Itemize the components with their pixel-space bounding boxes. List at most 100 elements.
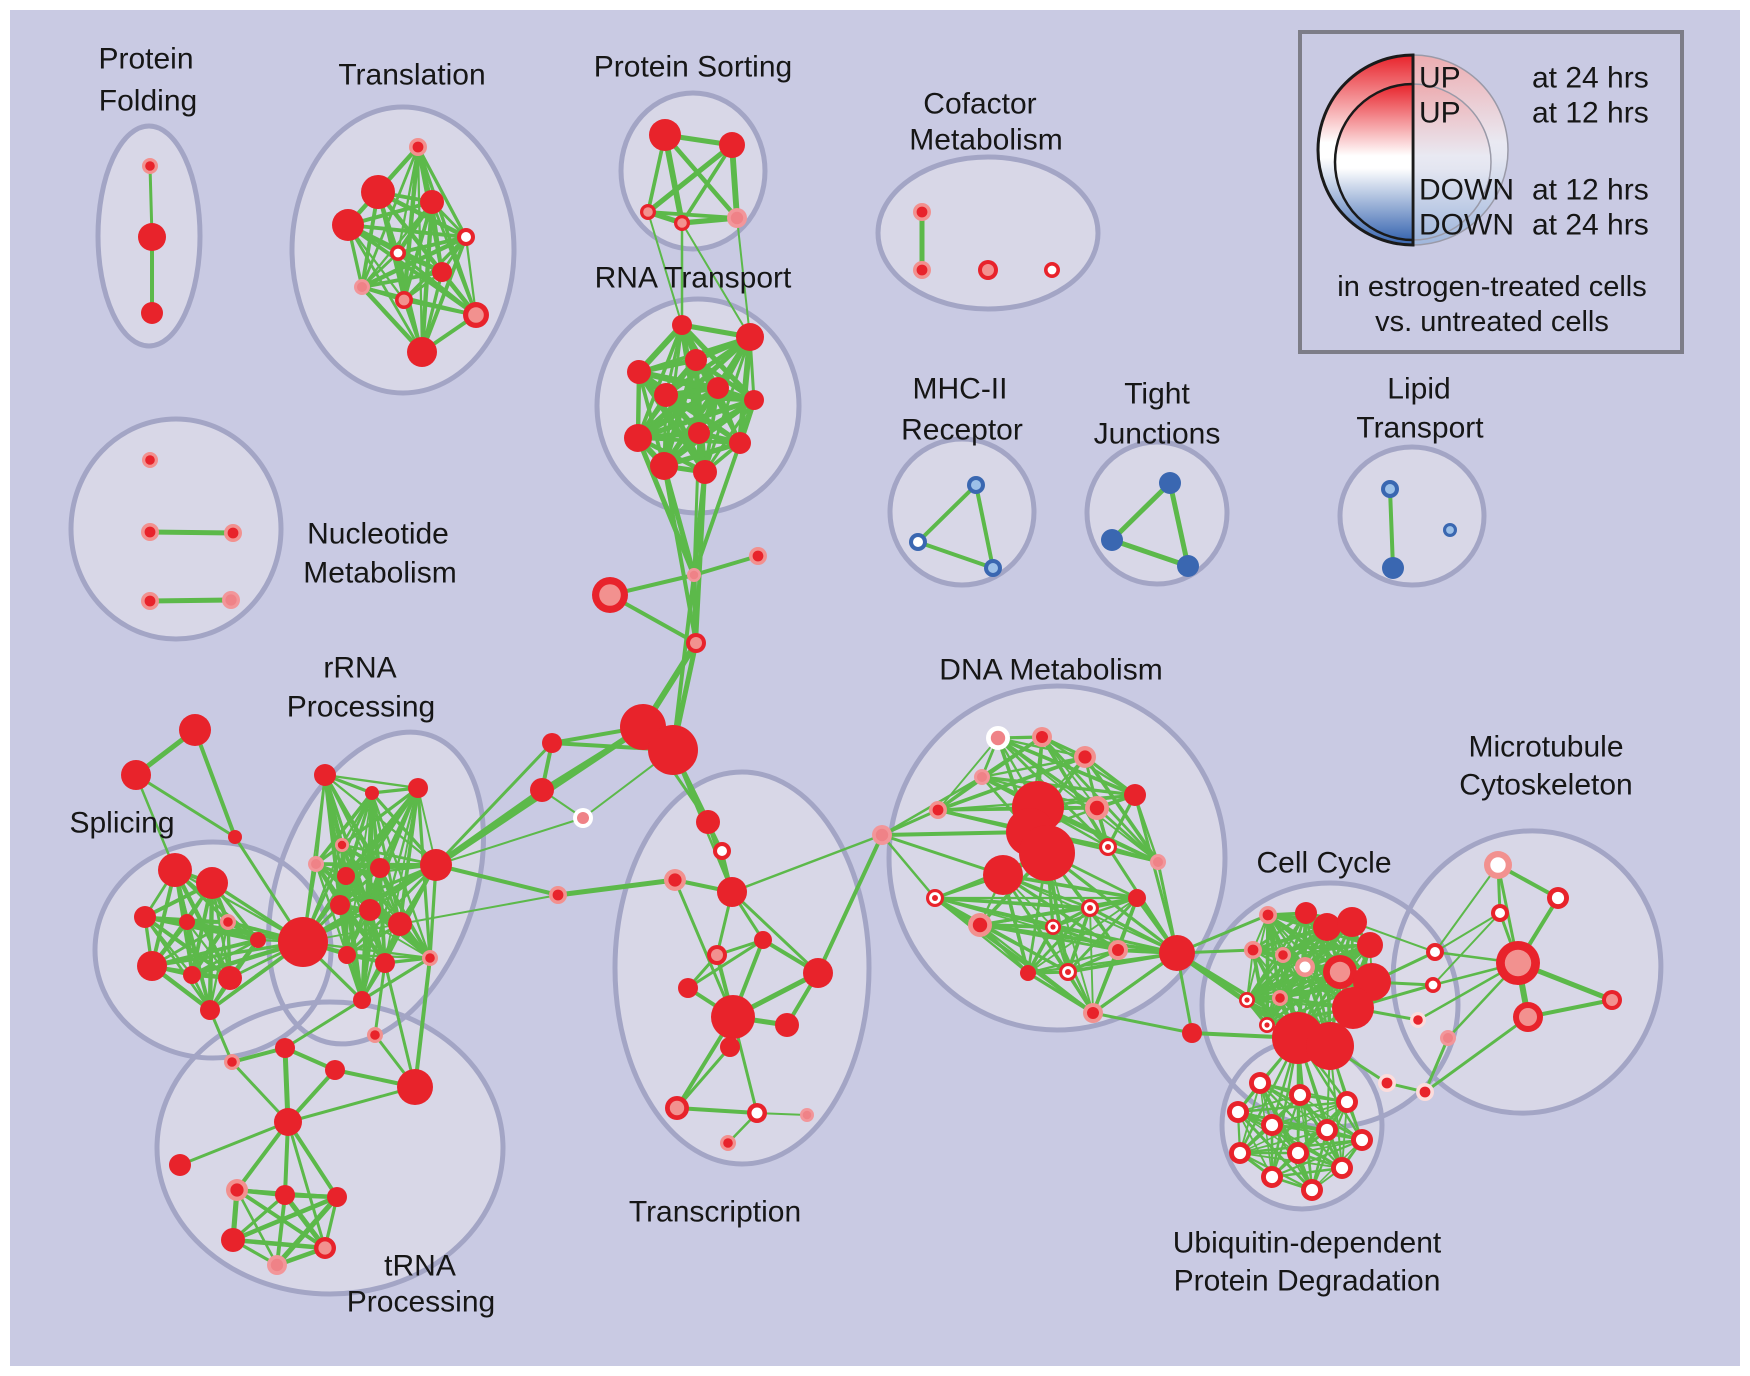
gene-node-cf1 xyxy=(913,203,931,221)
gene-node-c7 xyxy=(573,808,593,828)
edge xyxy=(1270,1093,1302,1179)
edge xyxy=(1434,912,1501,953)
node-layer xyxy=(599,584,621,606)
node-layer xyxy=(1385,484,1395,494)
gene-node-tc9 xyxy=(803,958,833,988)
edge xyxy=(314,791,374,866)
node-layer xyxy=(398,294,410,306)
gene-node-r2 xyxy=(736,323,764,351)
node-layer xyxy=(1182,1023,1202,1043)
node-layer xyxy=(1443,1033,1453,1043)
gene-node-pf2 xyxy=(138,223,166,251)
node-layer xyxy=(1337,907,1367,937)
gene-node-ccx xyxy=(1182,1023,1202,1043)
edge xyxy=(178,1120,290,1167)
node-layer xyxy=(690,637,702,649)
node-layer xyxy=(1430,947,1440,957)
edge xyxy=(235,1188,279,1267)
node-layer xyxy=(137,951,167,981)
node-layer xyxy=(932,804,944,816)
node-layer xyxy=(1381,1077,1393,1089)
node-layer xyxy=(624,424,652,452)
edge xyxy=(274,1194,340,1268)
node-layer xyxy=(370,858,390,878)
cluster-outline-transcription xyxy=(612,769,872,1167)
edge xyxy=(1026,951,1179,975)
edge xyxy=(736,217,751,338)
gene-node-tc11 xyxy=(665,1096,689,1120)
edge xyxy=(1236,1110,1314,1192)
node-layer xyxy=(1253,1076,1267,1090)
cluster-outline-rna-transport xyxy=(594,296,802,516)
gene-node-d19 xyxy=(1108,940,1128,960)
gene-node-t8 xyxy=(354,279,370,295)
node-layer xyxy=(1357,932,1383,958)
gene-node-rrhub xyxy=(420,849,452,881)
gene-node-ps2 xyxy=(719,132,745,158)
edge xyxy=(398,786,420,926)
gene-node-l3 xyxy=(1443,523,1457,537)
edge xyxy=(730,890,820,975)
gene-node-cc12 xyxy=(1272,990,1288,1006)
edge xyxy=(383,961,417,1089)
edge xyxy=(360,956,432,1002)
gene-node-r5 xyxy=(707,377,729,399)
edge xyxy=(816,833,884,975)
node-layer xyxy=(361,175,395,209)
gene-node-rr2 xyxy=(365,786,379,800)
edge xyxy=(1281,943,1372,957)
edge xyxy=(1109,537,1191,569)
gene-node-tr2 xyxy=(275,1185,295,1205)
node-layer xyxy=(357,282,367,292)
node-layer xyxy=(650,452,678,480)
node-layer xyxy=(693,460,717,484)
edge xyxy=(1423,1015,1530,1094)
edge xyxy=(933,896,1092,910)
cluster-area-lipid-transport xyxy=(1340,447,1484,585)
node-layer xyxy=(275,1185,295,1205)
gene-node-s8 xyxy=(183,966,201,984)
gene-node-s6 xyxy=(250,932,266,948)
edge xyxy=(345,863,438,957)
node-layer xyxy=(1128,889,1146,907)
edge xyxy=(430,200,478,317)
node-layer xyxy=(1153,857,1163,867)
node-layer xyxy=(1295,902,1317,924)
gene-node-l1 xyxy=(1381,480,1399,498)
gene-node-rr12 xyxy=(375,953,395,973)
gene-node-t10 xyxy=(463,302,489,328)
node-layer xyxy=(1382,557,1404,579)
edge xyxy=(635,435,697,578)
node-layer xyxy=(1177,555,1199,577)
gene-node-rr5 xyxy=(308,856,324,872)
gene-node-tj1 xyxy=(1159,472,1181,494)
node-layer xyxy=(1335,1161,1349,1175)
gene-node-d1 xyxy=(986,726,1010,750)
node-layer xyxy=(230,1183,244,1197)
node-layer xyxy=(977,772,987,782)
node-layer xyxy=(1275,993,1285,1003)
gene-node-d21 xyxy=(1020,965,1036,981)
cluster-label-mhc-ii-receptor: Receptor xyxy=(901,414,1023,447)
gene-node-ps5 xyxy=(727,208,747,228)
legend-time-label: at 12 hrs xyxy=(1532,97,1649,130)
node-layer xyxy=(1244,997,1250,1003)
legend-direction-label: DOWN xyxy=(1419,209,1514,242)
node-layer xyxy=(1329,961,1351,983)
node-layer xyxy=(1265,1170,1279,1184)
node-layer xyxy=(1101,529,1123,551)
edge xyxy=(555,877,678,898)
cluster-label-trna-processing: tRNA xyxy=(384,1250,456,1283)
gene-node-t4 xyxy=(332,209,364,241)
cluster-outline-lipid-transport xyxy=(1337,444,1487,588)
gene-node-rr13 xyxy=(422,950,438,966)
edge xyxy=(978,906,1092,927)
node-layer xyxy=(1306,1022,1354,1070)
node-layer xyxy=(183,966,201,984)
node-layer xyxy=(982,264,994,276)
gene-node-cc8 xyxy=(1295,957,1315,977)
cluster-label-lipid-transport: Transport xyxy=(1356,412,1484,445)
gene-node-tc10 xyxy=(720,1037,740,1057)
gene-node-rr1 xyxy=(314,764,336,786)
gene-node-d11 xyxy=(983,855,1023,895)
